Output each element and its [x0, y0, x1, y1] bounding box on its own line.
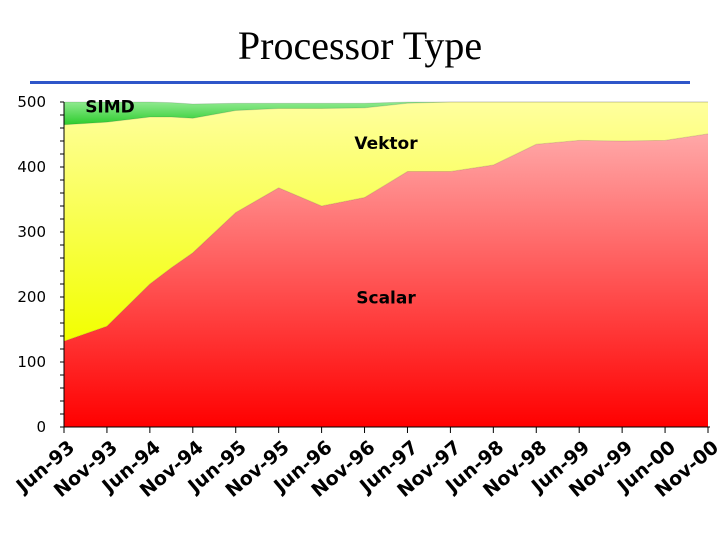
y-tick-label: 400 — [17, 158, 46, 176]
area-vektor — [64, 102, 708, 342]
boundary-simd — [64, 101, 708, 105]
y-tick-label: 300 — [17, 223, 46, 241]
boundary-vektor — [63, 101, 708, 126]
area-simd — [64, 102, 708, 125]
series-label-scalar: Scalar — [356, 289, 416, 309]
slide-title: Processor Type — [237, 23, 483, 68]
boundary-scalar — [63, 133, 709, 342]
title-underline — [30, 81, 690, 84]
y-tick-label: 200 — [17, 288, 46, 306]
y-tick-label: 0 — [36, 418, 46, 436]
area-scalar — [64, 133, 708, 427]
series-label-simd: SIMD — [85, 97, 135, 117]
y-tick-label: 100 — [17, 353, 46, 371]
series-label-vektor: Vektor — [354, 134, 418, 154]
y-tick-label: 500 — [17, 93, 46, 111]
